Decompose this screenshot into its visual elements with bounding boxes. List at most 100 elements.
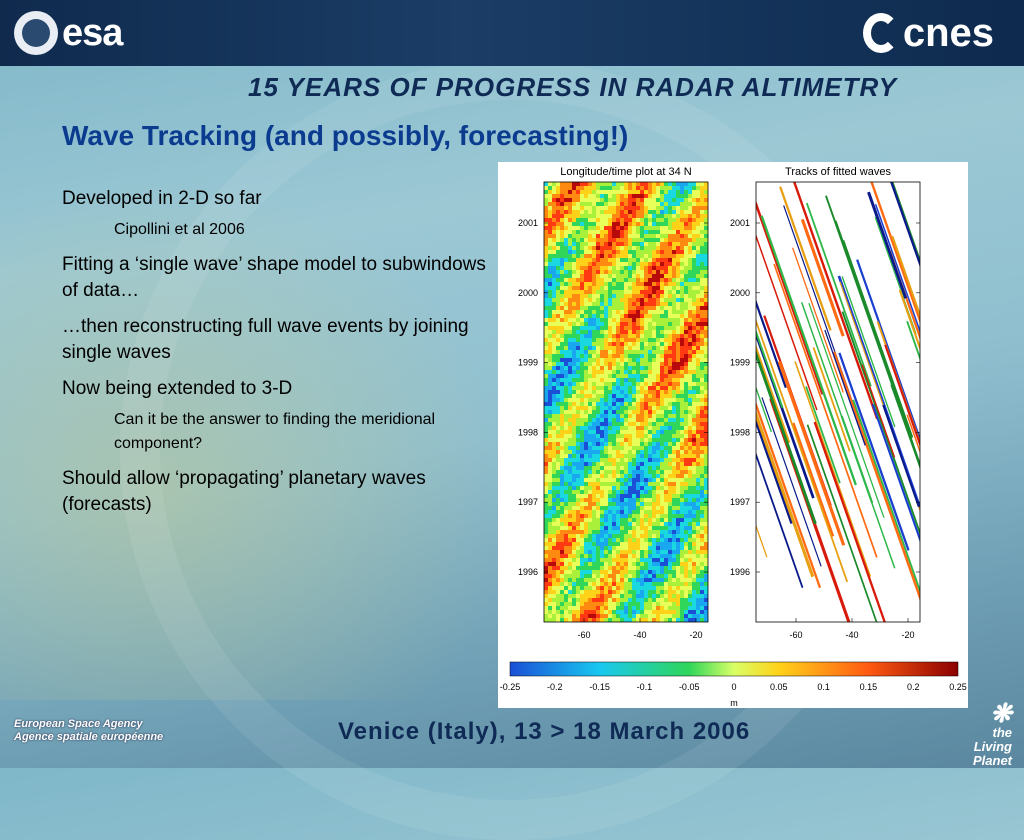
heatmap-cell bbox=[556, 194, 560, 198]
heatmap-cell bbox=[700, 534, 704, 538]
heatmap-cell bbox=[704, 294, 708, 298]
heatmap-cell bbox=[564, 202, 568, 206]
heatmap-cell bbox=[680, 442, 684, 446]
heatmap-cell bbox=[684, 202, 688, 206]
heatmap-cell bbox=[680, 310, 684, 314]
heatmap-cell bbox=[628, 354, 632, 358]
heatmap-cell bbox=[600, 246, 604, 250]
heatmap-cell bbox=[624, 614, 628, 618]
heatmap-cell bbox=[572, 422, 576, 426]
heatmap-cell bbox=[656, 222, 660, 226]
heatmap-cell bbox=[700, 290, 704, 294]
heatmap-cell bbox=[560, 474, 564, 478]
heatmap-cell bbox=[704, 554, 708, 558]
heatmap-cell bbox=[564, 354, 568, 358]
heatmap-cell bbox=[556, 446, 560, 450]
heatmap-cell bbox=[664, 214, 668, 218]
heatmap-cell bbox=[584, 522, 588, 526]
heatmap-cell bbox=[692, 366, 696, 370]
heatmap-cell bbox=[664, 350, 668, 354]
heatmap-cell bbox=[648, 446, 652, 450]
heatmap-cell bbox=[672, 426, 676, 430]
heatmap-cell bbox=[652, 378, 656, 382]
heatmap-cell bbox=[620, 482, 624, 486]
heatmap-cell bbox=[632, 454, 636, 458]
heatmap-cell bbox=[668, 270, 672, 274]
heatmap-cell bbox=[588, 222, 592, 226]
heatmap-cell bbox=[664, 510, 668, 514]
heatmap-cell bbox=[612, 262, 616, 266]
heatmap-cell bbox=[692, 574, 696, 578]
heatmap-cell bbox=[560, 466, 564, 470]
heatmap-cell bbox=[588, 326, 592, 330]
heatmap-cell bbox=[640, 270, 644, 274]
heatmap-cell bbox=[560, 502, 564, 506]
heatmap-cell bbox=[556, 494, 560, 498]
heatmap-cell bbox=[656, 498, 660, 502]
heatmap-cell bbox=[560, 394, 564, 398]
heatmap-cell bbox=[696, 218, 700, 222]
wave-track bbox=[760, 215, 857, 486]
heatmap-cell bbox=[608, 602, 612, 606]
heatmap-cell bbox=[704, 310, 708, 314]
heatmap-cell bbox=[668, 354, 672, 358]
heatmap-cell bbox=[620, 226, 624, 230]
heatmap-cell bbox=[604, 214, 608, 218]
heatmap-cell bbox=[568, 258, 572, 262]
heatmap-cell bbox=[668, 426, 672, 430]
heatmap-cell bbox=[564, 486, 568, 490]
heatmap-cell bbox=[680, 598, 684, 602]
heatmap-cell bbox=[628, 442, 632, 446]
heatmap-cell bbox=[620, 606, 624, 610]
heatmap-cell bbox=[640, 286, 644, 290]
heatmap-cell bbox=[548, 262, 552, 266]
wave-track bbox=[856, 259, 920, 443]
wave-track bbox=[861, 364, 896, 458]
heatmap-cell bbox=[632, 374, 636, 378]
heatmap-cell bbox=[608, 378, 612, 382]
heatmap-cell bbox=[608, 438, 612, 442]
heatmap-cell bbox=[548, 594, 552, 598]
heatmap-cell bbox=[656, 562, 660, 566]
heatmap-cell bbox=[572, 474, 576, 478]
heatmap-cell bbox=[624, 566, 628, 570]
heatmap-cell bbox=[604, 310, 608, 314]
heatmap-cell bbox=[704, 618, 708, 622]
heatmap-cell bbox=[696, 458, 700, 462]
heatmap-cell bbox=[680, 582, 684, 586]
heatmap-cell bbox=[632, 238, 636, 242]
heatmap-cell bbox=[568, 282, 572, 286]
heatmap-cell bbox=[568, 230, 572, 234]
heatmap-cell bbox=[628, 426, 632, 430]
heatmap-cell bbox=[608, 322, 612, 326]
heatmap-cell bbox=[552, 474, 556, 478]
heatmap-cell bbox=[684, 306, 688, 310]
heatmap-cell bbox=[544, 470, 548, 474]
heatmap-cell bbox=[544, 266, 548, 270]
heatmap-cell bbox=[600, 510, 604, 514]
heatmap-cell bbox=[552, 438, 556, 442]
heatmap-cell bbox=[672, 314, 676, 318]
heatmap-cell bbox=[592, 262, 596, 266]
heatmap-cell bbox=[668, 254, 672, 258]
heatmap-cell bbox=[656, 450, 660, 454]
heatmap-cell bbox=[584, 582, 588, 586]
heatmap-cell bbox=[700, 406, 704, 410]
heatmap-cell bbox=[688, 202, 692, 206]
heatmap-cell bbox=[652, 358, 656, 362]
heatmap-cell bbox=[684, 478, 688, 482]
heatmap-cell bbox=[592, 374, 596, 378]
heatmap-cell bbox=[580, 230, 584, 234]
heatmap-cell bbox=[648, 394, 652, 398]
heatmap-cell bbox=[656, 198, 660, 202]
heatmap-cell bbox=[644, 542, 648, 546]
heatmap-cell bbox=[620, 306, 624, 310]
right-x-tick-label: -20 bbox=[901, 630, 914, 640]
heatmap-cell bbox=[624, 594, 628, 598]
heatmap-cell bbox=[572, 262, 576, 266]
heatmap-cell bbox=[676, 602, 680, 606]
bullet-item: Developed in 2-D so far bbox=[62, 188, 262, 209]
heatmap-cell bbox=[624, 230, 628, 234]
heatmap-cell bbox=[640, 502, 644, 506]
heatmap-cell bbox=[688, 322, 692, 326]
